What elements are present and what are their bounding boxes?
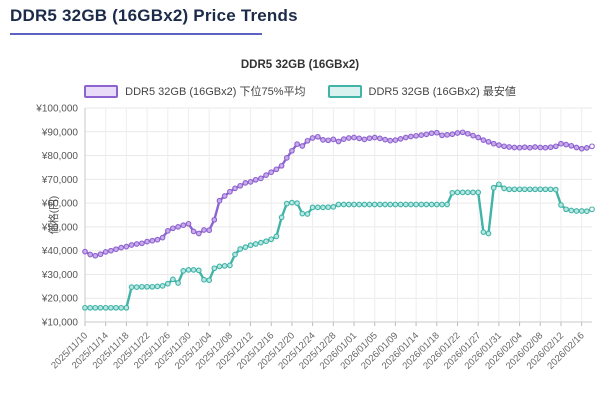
chart-subtitle: DDR5 32GB (16GBx2)	[240, 59, 360, 71]
legend-item-lowest-price[interactable]: DDR5 32GB (16GBx2) 最安値	[327, 83, 516, 99]
chart-legend: DDR5 32GB (16GBx2) 下位75%平均 DDR5 32GB (16…	[0, 83, 600, 99]
title-underline	[10, 33, 262, 35]
svg-text:¥50,000: ¥50,000	[41, 222, 79, 233]
svg-text:¥80,000: ¥80,000	[41, 151, 79, 162]
svg-text:¥10,000: ¥10,000	[41, 318, 79, 329]
svg-text:¥90,000: ¥90,000	[41, 127, 79, 138]
svg-text:¥20,000: ¥20,000	[41, 294, 79, 305]
chart-canvas: ¥10,000 ¥20,000 ¥30,000 ¥40,000 ¥50,000 ¥60,0…	[35, 104, 595, 372]
svg-text:¥100,000: ¥100,000	[35, 104, 78, 115]
lower75-series-swatch-icon	[84, 84, 119, 98]
svg-text:¥30,000: ¥30,000	[41, 270, 79, 281]
svg-text:価格(円): 価格(円)	[47, 196, 60, 235]
legend-label-lower75: DDR5 32GB (16GBx2) 下位75%平均	[125, 86, 306, 98]
svg-text:¥70,000: ¥70,000	[41, 175, 79, 186]
svg-text:¥60,000: ¥60,000	[41, 199, 79, 210]
lowest-price-series-swatch-icon	[327, 84, 362, 98]
svg-text:¥40,000: ¥40,000	[41, 246, 79, 257]
legend-label-lowest-price: DDR5 32GB (16GBx2) 最安値	[368, 86, 516, 98]
price-trend-chart: ¥10,000 ¥20,000 ¥30,000 ¥40,000 ¥50,000 ¥60,0…	[0, 35, 600, 392]
legend-item-lower75-average[interactable]: DDR5 32GB (16GBx2) 下位75%平均	[84, 83, 306, 99]
page-title: DDR5 32GB (16GBx2) Price Trends	[10, 6, 298, 25]
